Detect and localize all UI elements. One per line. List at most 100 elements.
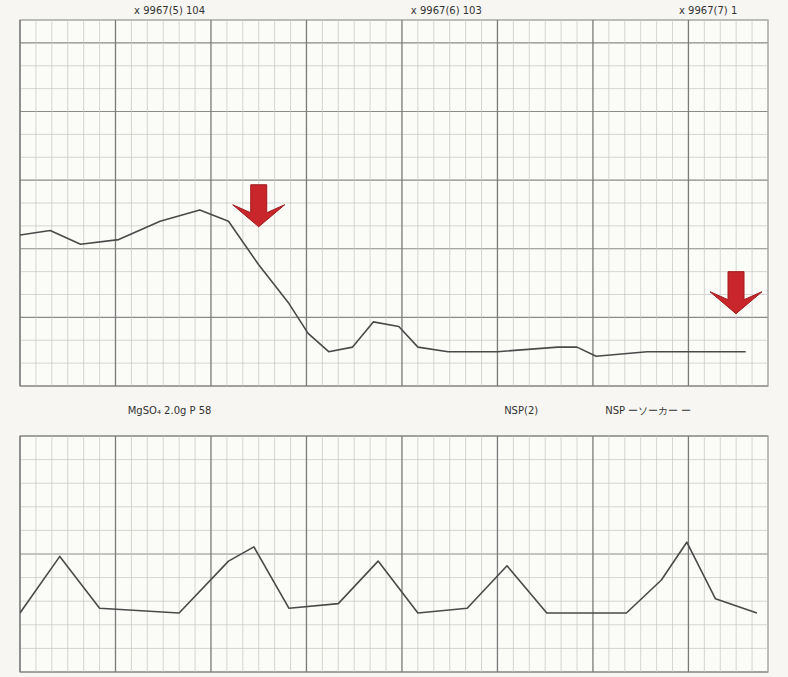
grid-line-y <box>20 225 768 226</box>
grid-line-x <box>417 436 418 672</box>
grid-line-x <box>497 436 498 672</box>
grid-line-x <box>481 436 482 672</box>
grid-line-x <box>370 436 371 672</box>
annotation: MgSO₄ 2.0g P 58 <box>128 405 212 416</box>
grid-line-x <box>354 20 355 386</box>
grid-line-x <box>83 20 84 386</box>
red-arrow <box>233 185 285 227</box>
grid-line-x <box>656 436 657 672</box>
grid-line-x <box>752 20 753 386</box>
marks <box>20 542 757 613</box>
grid-line-y <box>20 65 768 66</box>
grid-line-x <box>67 436 68 672</box>
grid-line-x <box>433 436 434 672</box>
marks <box>20 210 746 356</box>
grid-line-x <box>656 20 657 386</box>
grid-line-x <box>163 436 164 672</box>
grid-line-x <box>290 436 291 672</box>
grid-line-y <box>20 385 768 386</box>
grid-line-x <box>131 436 132 672</box>
grid-line-y <box>20 294 768 295</box>
grid-line-x <box>147 436 148 672</box>
grid-line-x <box>115 436 116 672</box>
grid-line-x <box>688 436 689 672</box>
grid-line-x <box>195 436 196 672</box>
grid-line-x <box>672 436 673 672</box>
grid-line-x <box>752 436 753 672</box>
grid-line-x <box>465 436 466 672</box>
grid-line-x <box>242 20 243 386</box>
grid-line-x <box>608 436 609 672</box>
grid-line-x <box>465 20 466 386</box>
grid-line-x <box>704 20 705 386</box>
grid-line-x <box>433 20 434 386</box>
trace <box>20 542 757 613</box>
grid-line-x <box>513 20 514 386</box>
grid-line-x <box>210 20 211 386</box>
grid-line-x <box>147 20 148 386</box>
grid-line-x <box>545 436 546 672</box>
grid-line-x <box>290 20 291 386</box>
grid-line-x <box>386 436 387 672</box>
grid-line-y <box>20 506 768 507</box>
annotation: x 9967(5) 104 <box>134 5 205 16</box>
grid-line-x <box>322 436 323 672</box>
grid-line-x <box>577 436 578 672</box>
grid-line-y <box>20 648 768 649</box>
grid-line-x <box>210 436 211 672</box>
grid-line-y <box>20 483 768 484</box>
grid-line-x <box>386 20 387 386</box>
grid-line-x <box>67 20 68 386</box>
grid-line-x <box>226 436 227 672</box>
grid-line-x <box>720 436 721 672</box>
grid-line-x <box>322 20 323 386</box>
grid-line-x <box>195 20 196 386</box>
grid-line-y <box>20 363 768 364</box>
grid-line-x <box>179 20 180 386</box>
grid-line-x <box>529 20 530 386</box>
grid-line-x <box>561 20 562 386</box>
grid-line-x <box>306 436 307 672</box>
grid-line-x <box>19 20 20 386</box>
grid-line-y <box>20 134 768 135</box>
grid-line-x <box>370 20 371 386</box>
grid-line-y <box>20 435 768 436</box>
grid-line-x <box>545 20 546 386</box>
panel-0 <box>20 20 768 386</box>
grid-line-y <box>20 248 768 249</box>
plot-frame <box>20 436 768 672</box>
grid-line-x <box>226 20 227 386</box>
grid-line-y <box>20 671 768 672</box>
annotation: NSP ーソーカー ー <box>605 405 691 416</box>
grid-line-x <box>529 436 530 672</box>
grid-line-y <box>20 577 768 578</box>
grid-line-x <box>163 20 164 386</box>
annotation: x 9967(7) 1 <box>679 5 737 16</box>
grid-line-y <box>20 88 768 89</box>
grid-line-x <box>704 436 705 672</box>
grid-line-x <box>401 436 402 672</box>
annotation: NSP(2) <box>504 405 538 416</box>
grid-line-x <box>35 20 36 386</box>
annotation: x 9967(6) 103 <box>411 5 482 16</box>
grid-line-x <box>35 436 36 672</box>
trace <box>20 210 746 356</box>
grid-line-x <box>720 20 721 386</box>
grid-line-x <box>624 20 625 386</box>
grid-line-y <box>20 601 768 602</box>
grid-line-x <box>354 436 355 672</box>
grid-line-y <box>20 180 768 181</box>
grid-line-x <box>688 20 689 386</box>
grid-line-y <box>20 42 768 43</box>
grid-line-x <box>624 436 625 672</box>
grid-line-y <box>20 271 768 272</box>
grid-line-y <box>20 553 768 554</box>
grid-line-x <box>608 20 609 386</box>
grid-line-x <box>481 20 482 386</box>
grid-line-x <box>672 20 673 386</box>
grid-line-x <box>83 436 84 672</box>
panel-1 <box>20 436 768 672</box>
grid-line-y <box>20 530 768 531</box>
grid-line-x <box>592 436 593 672</box>
grid-line-y <box>20 157 768 158</box>
